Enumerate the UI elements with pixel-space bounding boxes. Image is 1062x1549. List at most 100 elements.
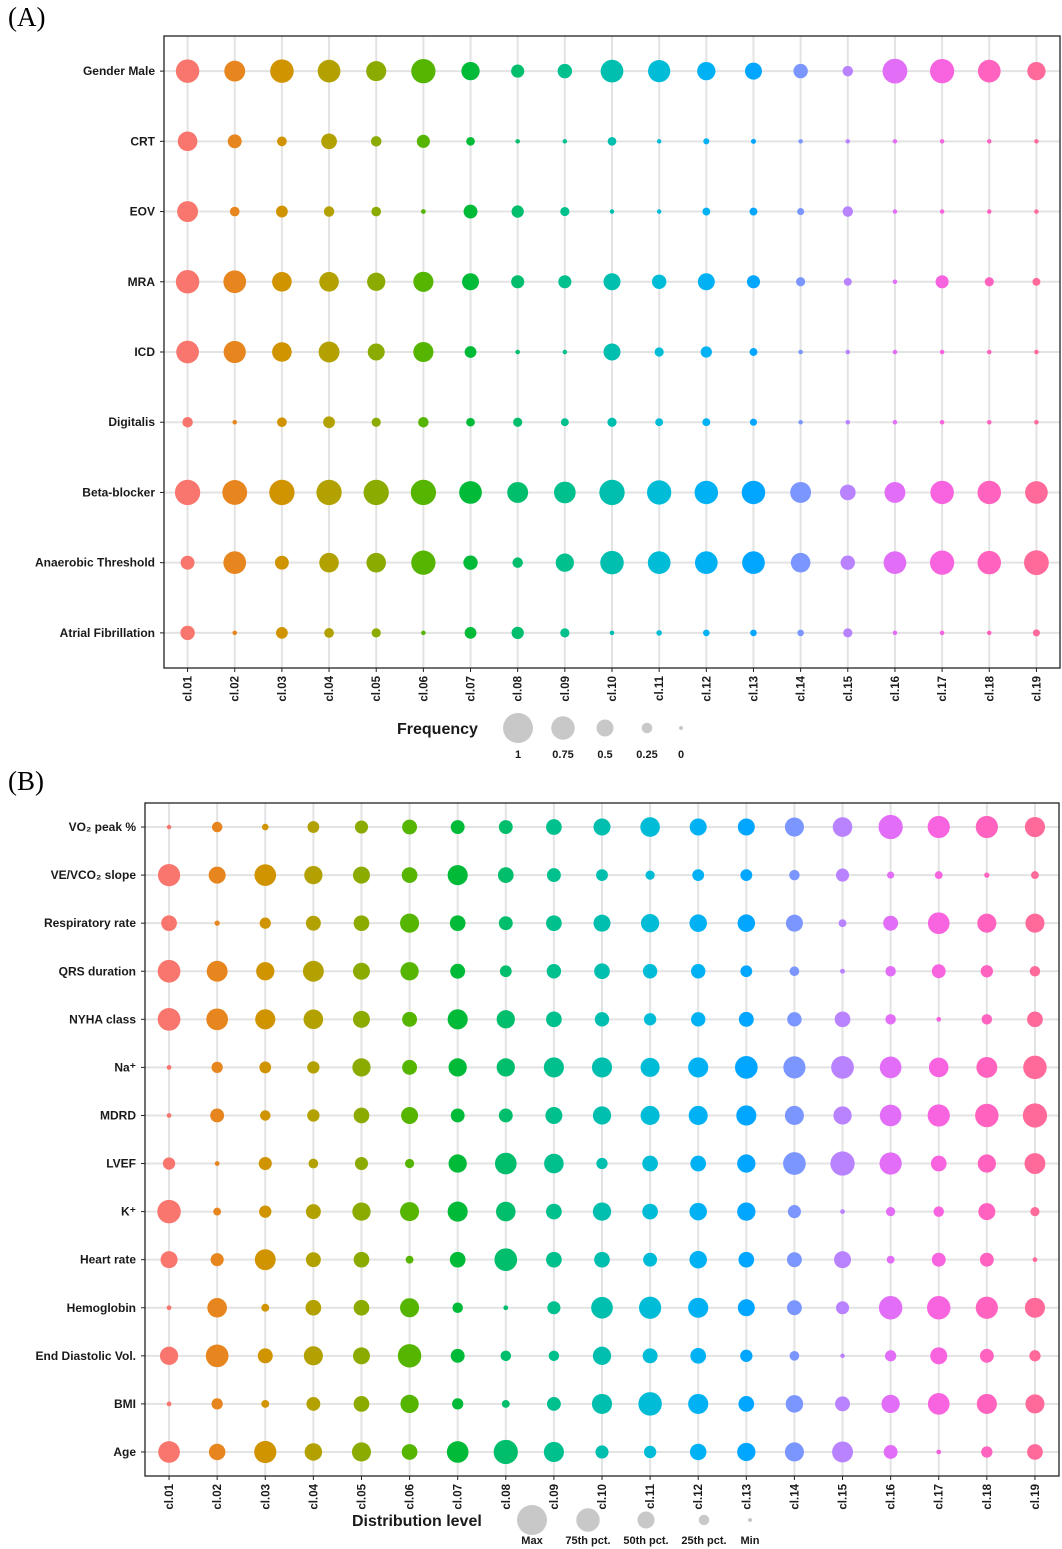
y-tick-label-respiratory-rate: Respiratory rate bbox=[44, 916, 136, 930]
dot-cl-04-ve-vco-slope bbox=[304, 865, 323, 885]
y-tick-label-k: K⁺ bbox=[121, 1205, 136, 1219]
dot-cl-16-respiratory-rate bbox=[883, 915, 899, 931]
dot-cl-01-ve-vco-slope bbox=[157, 864, 181, 887]
dot-cl-17-age bbox=[936, 1449, 942, 1455]
dot-cl-01-beta-blocker bbox=[174, 479, 201, 506]
dot-cl-16-crt bbox=[892, 139, 898, 144]
dot-cl-05-respiratory-rate bbox=[353, 915, 370, 932]
dot-cl-19-atrial-fibrillation bbox=[1032, 629, 1040, 637]
dot-cl-11-end-diastolic-vol bbox=[642, 1348, 658, 1364]
dot-cl-16-hemoglobin bbox=[878, 1296, 903, 1320]
dot-cl-05-heart-rate bbox=[353, 1251, 370, 1268]
dot-cl-10-vo-peak bbox=[593, 818, 611, 836]
legend-swatch bbox=[576, 1508, 600, 1532]
y-tick-label-atrial-fibrillation: Atrial Fibrillation bbox=[60, 626, 155, 640]
dot-cl-02-age bbox=[208, 1443, 226, 1461]
dot-cl-07-digitalis bbox=[466, 417, 475, 427]
dot-cl-12-na bbox=[688, 1057, 709, 1078]
dot-cl-12-anaerobic-threshold bbox=[694, 551, 718, 575]
dot-cl-16-k bbox=[886, 1207, 896, 1217]
legend-label: 0.25 bbox=[636, 749, 657, 761]
x-tick-label-cl-17: cl.17 bbox=[937, 676, 949, 702]
x-tick-label-cl-09: cl.09 bbox=[560, 676, 572, 702]
dot-cl-03-crt bbox=[277, 136, 287, 147]
dot-cl-03-bmi bbox=[261, 1399, 270, 1408]
dot-cl-04-beta-blocker bbox=[316, 479, 342, 506]
dot-cl-19-end-diastolic-vol bbox=[1029, 1350, 1041, 1362]
dot-cl-10-anaerobic-threshold bbox=[600, 550, 624, 575]
dot-cl-14-heart-rate bbox=[786, 1252, 802, 1268]
dot-cl-12-beta-blocker bbox=[694, 480, 719, 505]
dot-cl-09-anaerobic-threshold bbox=[555, 553, 574, 572]
dot-cl-07-crt bbox=[466, 136, 475, 146]
dot-cl-07-end-diastolic-vol bbox=[450, 1348, 465, 1363]
dot-cl-08-age bbox=[493, 1439, 518, 1465]
dot-cl-07-bmi bbox=[452, 1398, 464, 1410]
dot-cl-16-atrial-fibrillation bbox=[892, 630, 898, 636]
dot-cl-17-crt bbox=[939, 139, 945, 144]
dot-cl-08-atrial-fibrillation bbox=[511, 626, 524, 640]
dot-cl-16-icd bbox=[892, 349, 898, 355]
dot-cl-12-mra bbox=[697, 273, 715, 291]
dot-cl-05-atrial-fibrillation bbox=[371, 628, 381, 638]
dot-cl-01-na bbox=[166, 1065, 172, 1070]
dot-cl-13-ve-vco-slope bbox=[740, 869, 753, 882]
dot-cl-05-mdrd bbox=[353, 1107, 370, 1124]
dot-cl-06-digitalis bbox=[418, 416, 429, 428]
dot-cl-16-vo-peak bbox=[878, 814, 903, 840]
dot-cl-16-bmi bbox=[881, 1394, 900, 1414]
size-legend: Distribution level Max 75th pct. 50th pct. 2… bbox=[352, 1505, 760, 1547]
dot-cl-14-digitalis bbox=[798, 419, 803, 425]
dot-cl-03-beta-blocker bbox=[269, 479, 295, 506]
x-tick-label-cl-18: cl.18 bbox=[984, 675, 996, 701]
dot-cl-11-nyha-class bbox=[643, 1013, 657, 1026]
dot-cl-18-vo-peak bbox=[975, 815, 998, 839]
dot-cl-10-gender-male bbox=[600, 59, 624, 83]
dot-cl-15-eov bbox=[842, 206, 854, 217]
dot-cl-01-mdrd bbox=[166, 1113, 172, 1118]
dot-cl-04-bmi bbox=[306, 1396, 321, 1411]
dot-cl-14-hemoglobin bbox=[786, 1300, 802, 1316]
dot-cl-03-vo-peak bbox=[261, 823, 269, 831]
dot-cl-17-ve-vco-slope bbox=[934, 871, 943, 880]
dot-cl-06-k bbox=[400, 1202, 420, 1222]
dot-cl-02-lvef bbox=[214, 1161, 220, 1166]
dot-cl-04-na bbox=[307, 1061, 320, 1074]
dot-cl-16-nyha-class bbox=[885, 1014, 896, 1025]
dot-cl-13-beta-blocker bbox=[741, 480, 766, 505]
dot-cl-18-respiratory-rate bbox=[977, 913, 997, 933]
dot-cl-05-ve-vco-slope bbox=[352, 866, 370, 884]
dot-cl-09-mra bbox=[558, 275, 572, 289]
dot-cl-08-mdrd bbox=[498, 1108, 513, 1123]
dot-cl-19-beta-blocker bbox=[1025, 481, 1048, 504]
dot-cl-14-end-diastolic-vol bbox=[789, 1350, 800, 1361]
dot-cl-07-na bbox=[448, 1058, 467, 1077]
dot-cl-11-beta-blocker bbox=[647, 480, 672, 505]
dot-cl-07-age bbox=[446, 1441, 469, 1463]
dot-cl-10-digitalis bbox=[607, 417, 617, 427]
dot-cl-14-crt bbox=[798, 139, 803, 144]
dot-cl-18-age bbox=[981, 1446, 993, 1458]
y-tick-label-beta-blocker: Beta-blocker bbox=[82, 485, 155, 499]
dot-cl-04-crt bbox=[321, 133, 337, 150]
dot-cl-15-digitalis bbox=[845, 419, 851, 425]
dot-cl-03-anaerobic-threshold bbox=[274, 555, 289, 570]
dot-cl-17-mdrd bbox=[927, 1104, 950, 1127]
y-tick-label-mdrd: MDRD bbox=[100, 1108, 136, 1122]
dot-cl-09-bmi bbox=[546, 1396, 561, 1411]
dot-cl-14-na bbox=[783, 1056, 806, 1079]
dot-cl-01-anaerobic-threshold bbox=[180, 555, 195, 570]
dot-cl-14-age bbox=[784, 1442, 804, 1462]
dot-cl-03-ve-vco-slope bbox=[254, 864, 277, 886]
dot-cl-05-bmi bbox=[353, 1396, 370, 1412]
x-tick-label-cl-08: cl.08 bbox=[501, 1483, 513, 1509]
dot-cl-17-nyha-class bbox=[936, 1016, 942, 1022]
dot-cl-11-digitalis bbox=[655, 418, 664, 427]
dot-cl-01-lvef bbox=[162, 1157, 176, 1170]
dot-cl-09-icd bbox=[562, 349, 568, 355]
dot-cl-07-k bbox=[447, 1201, 468, 1222]
dot-cl-16-lvef bbox=[879, 1152, 902, 1175]
dot-cl-07-gender-male bbox=[461, 61, 480, 81]
dot-cl-09-k bbox=[546, 1203, 562, 1220]
dot-cl-12-bmi bbox=[688, 1393, 709, 1414]
